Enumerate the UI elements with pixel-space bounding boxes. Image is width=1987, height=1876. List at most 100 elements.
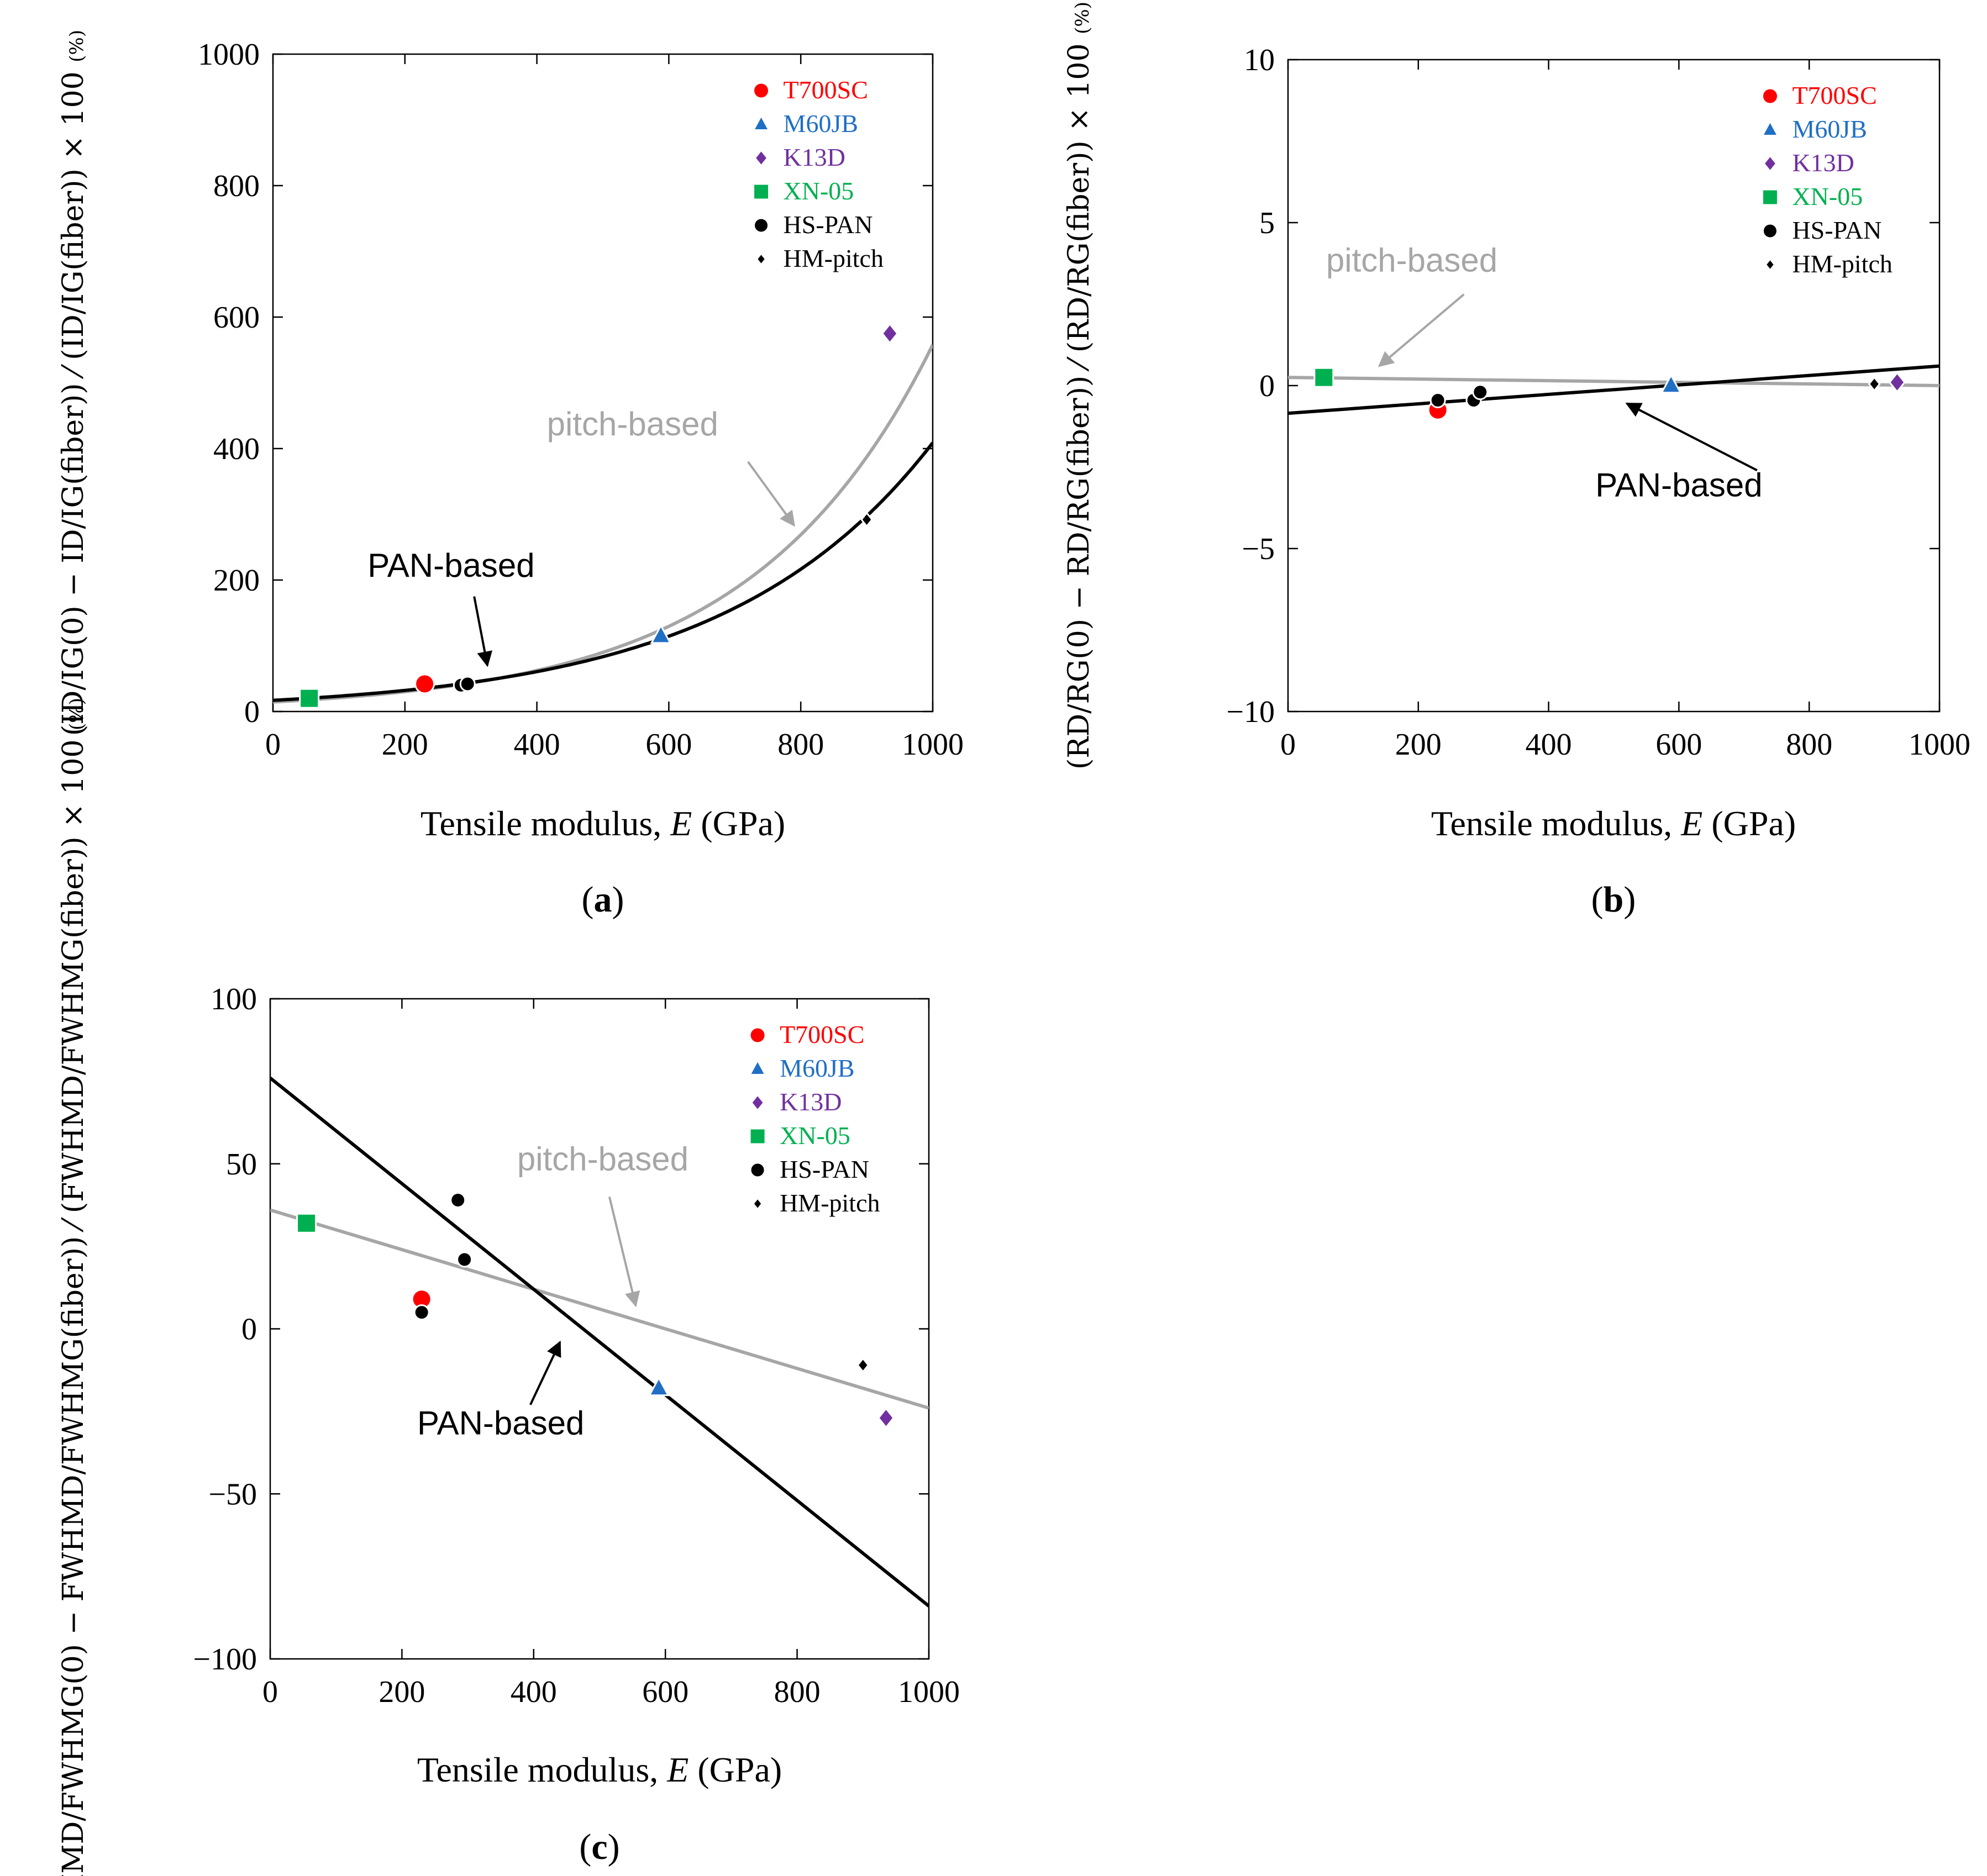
legend-marker-m60jb [752,114,771,131]
annotation-arrow-pitch-based [747,461,795,527]
chart-panel-c: 0 200 400 600 800 1000 −100 −50 0 50 100 T700SC M60J… [57,698,960,1876]
x-tick-label: 600 [645,728,692,762]
annotation-pan-based: PAN-based [417,1405,584,1442]
legend-marker-hm-pitch [755,252,767,266]
legend-label-hs-pan: HS-PAN [1792,216,1881,244]
annotation-arrow-pitch-based [1378,293,1465,367]
y-tick-label: 400 [213,432,260,466]
x-tick-label: 800 [1786,728,1832,762]
legend-marker-k13d [1763,154,1778,173]
legend-label-hs-pan: HS-PAN [784,210,873,239]
legend-label-xn-05: XN-05 [784,177,854,205]
legend-label-hs-pan: HS-PAN [780,1155,869,1183]
data-point-hs-pan [1472,384,1489,401]
x-tick-label: 0 [1280,728,1296,762]
y-tick-label: 100 [211,982,257,1016]
x-tick-label: 800 [774,1675,821,1709]
y-tick-label: 0 [241,1313,257,1347]
legend-label-xn-05: XN-05 [780,1121,850,1150]
data-point-m60jb [650,624,672,644]
fit-line-pan-based [270,1077,929,1608]
legend-marker-xn-05 [749,1127,766,1145]
legend-marker-hm-pitch [1764,257,1776,272]
x-tick-label: 1000 [898,1675,960,1709]
data-point-k13d [881,323,898,345]
data-point-hm-pitch [856,1357,870,1373]
data-point-hs-pan [459,676,476,692]
legend-label-hm-pitch: HM-pitch [784,244,884,272]
y-tick-label: 10 [1244,43,1275,77]
annotation-pan-based: PAN-based [367,547,534,584]
y-tick-label: 5 [1259,206,1275,240]
legend-marker-xn-05 [1761,188,1779,206]
x-axis-label: Tensile modulus, E (GPa) [417,1750,782,1789]
data-point-hm-pitch [860,512,874,528]
x-tick-label: 200 [379,1675,425,1709]
x-tick-label: 600 [642,1675,688,1709]
x-tick-label: 1000 [902,728,964,762]
legend-label-k13d: K13D [784,143,845,171]
legend-label-m60jb: M60JB [1792,115,1867,143]
annotation-pitch-based: pitch-based [1326,242,1497,279]
x-tick-label: 1000 [1909,728,1970,762]
panel-label: (b) [1591,879,1636,920]
annotation-pitch-based: pitch-based [547,405,718,442]
legend-marker-t700sc [1761,87,1779,105]
y-axis-label: (FWHMD/FWHMG(0) − FWHMD/FWHMG(fiber)) ⁄ … [57,698,90,1876]
x-tick-label: 400 [514,728,560,762]
legend-label-t700sc: T700SC [1792,81,1876,109]
fit-line-pan-based [1288,364,1939,415]
legend-marker-t700sc [753,82,770,99]
x-axis-label: Tensile modulus, E (GPa) [1431,804,1796,843]
data-point-xn-05 [1313,367,1334,388]
plot-frame [272,53,934,713]
data-point-hm-pitch [1868,376,1881,392]
legend-label-t700sc: T700SC [780,1020,864,1048]
legend-label-k13d: K13D [780,1088,842,1116]
annotation-arrow-pan-based [529,1340,561,1405]
y-tick-label: 200 [213,563,260,598]
data-point-m60jb [1660,373,1682,394]
x-tick-label: 0 [262,1675,278,1709]
annotation-pan-based: PAN-based [1595,467,1762,504]
x-tick-label: 200 [382,728,428,762]
annotation-pitch-based: pitch-based [517,1141,688,1178]
legend-marker-m60jb [1760,119,1779,136]
legend-label-m60jb: M60JB [784,109,858,138]
legend-marker-hm-pitch [752,1197,764,1211]
x-tick-label: 0 [265,728,281,762]
data-point-hs-pan [1429,392,1446,409]
legend-label-hm-pitch: HM-pitch [1792,250,1892,278]
y-tick-label: −100 [193,1642,257,1677]
y-axis-label: (ID/IG(0) − ID/IG(fiber)) ⁄ (ID/IG(fiber… [57,30,90,736]
x-tick-label: 800 [777,728,824,762]
panel-label: (a) [582,879,624,920]
y-tick-label: 800 [213,169,260,203]
y-tick-label: 50 [226,1147,257,1182]
legend-marker-xn-05 [753,183,770,201]
y-tick-label: 0 [1259,369,1275,403]
fit-line-pitch-based [273,344,933,704]
data-point-hs-pan [456,1251,473,1268]
fit-line-pitch-based [270,1208,929,1410]
x-tick-label: 400 [511,1675,557,1709]
legend-label-t700sc: T700SC [784,76,868,104]
annotation-arrow-pitch-based [608,1197,640,1308]
legend-label-xn-05: XN-05 [1792,182,1863,210]
data-point-hs-pan [450,1192,466,1208]
y-tick-label: 0 [244,695,260,729]
fit-line-pan-based [273,441,933,702]
panel-label: (c) [579,1827,619,1867]
annotation-arrow-pan-based [473,596,493,667]
y-tick-label: 1000 [198,38,260,72]
y-tick-label: −50 [208,1477,257,1511]
chart-panel-b: 0 200 400 600 800 1000 −10 −5 0 5 10 T700SC M60JB K13… [1063,2,1970,920]
data-point-xn-05 [299,688,320,709]
data-point-t700sc [414,673,435,694]
legend-marker-k13d [750,1093,765,1112]
y-tick-label: 600 [213,301,260,335]
x-tick-label: 400 [1526,728,1572,762]
legend-label-m60jb: M60JB [780,1054,854,1082]
data-point-m60jb [648,1376,670,1397]
